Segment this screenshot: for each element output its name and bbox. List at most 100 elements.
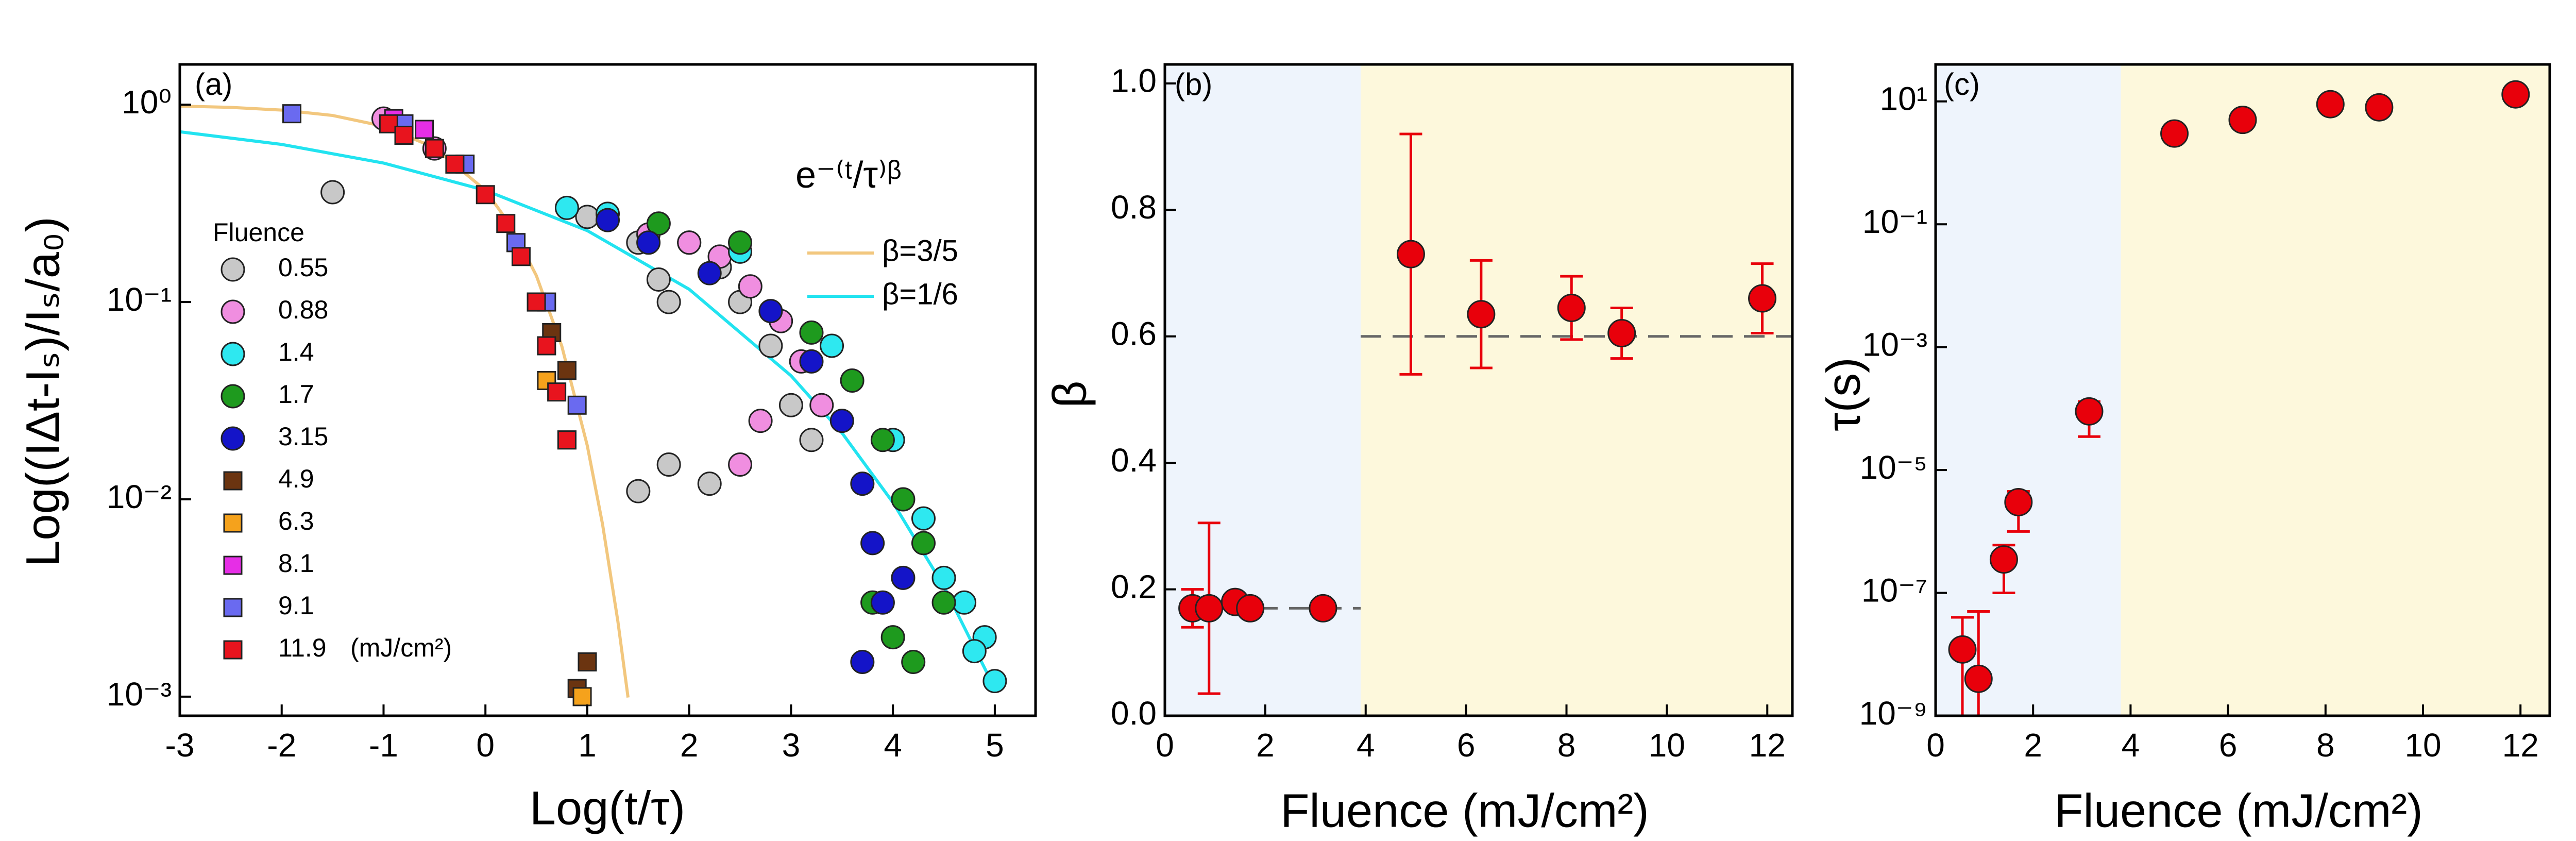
point: [758, 299, 783, 324]
x-tick-label: 0: [1926, 727, 1945, 764]
point: [282, 104, 302, 124]
x-tick-label: 10: [1649, 727, 1685, 764]
frame: [1163, 63, 1794, 717]
x-tick-label: 0: [1156, 727, 1174, 764]
point: [415, 120, 434, 139]
y-tick-label: 0.8: [1111, 189, 1157, 226]
legend-marker: [221, 299, 245, 324]
y-tick-label: 0.6: [1111, 315, 1157, 352]
x-tick-label: 2: [2024, 727, 2042, 764]
x-tick-label: 12: [1749, 727, 1786, 764]
point: [636, 230, 661, 255]
y-tick-label: 10⁻⁹: [1859, 695, 1927, 732]
point: [2501, 80, 2530, 109]
plot-area: [180, 104, 1007, 707]
point: [557, 361, 577, 380]
legend-label: 1.7: [278, 380, 314, 409]
panel-label: (b): [1175, 67, 1212, 102]
frame: [1934, 63, 2551, 717]
point: [911, 531, 936, 556]
y-tick-label: 10⁻⁵: [1860, 449, 1928, 486]
x-axis-title: Log(t/τ): [530, 782, 685, 834]
legend-label: 0.55: [278, 253, 328, 282]
y-tick-label: 10¹: [1880, 80, 1928, 117]
x-tick-label: 4: [1357, 727, 1375, 764]
point: [578, 652, 597, 671]
point: [626, 479, 651, 503]
point: [891, 487, 916, 512]
x-tick-label: 10: [2404, 727, 2441, 764]
region: [2121, 64, 2550, 716]
y-tick-label: 10⁻²: [107, 478, 172, 515]
x-tick-label: 8: [1557, 727, 1576, 764]
point: [547, 382, 567, 402]
x-tick-label: 6: [1457, 727, 1476, 764]
legend-unit: (mJ/cm²): [350, 633, 452, 662]
frame: [178, 63, 1037, 717]
point: [1989, 545, 2018, 574]
point: [880, 625, 905, 650]
point: [901, 649, 926, 674]
legend-label: 9.1: [278, 591, 314, 620]
point: [1396, 240, 1425, 268]
y-tick-label: 0.0: [1111, 695, 1157, 732]
point: [962, 639, 987, 664]
point: [758, 333, 783, 358]
point: [2228, 106, 2257, 134]
legend-label: β=1/6: [882, 277, 958, 311]
panel-label: (a): [195, 67, 232, 102]
point: [511, 247, 531, 266]
point: [697, 261, 722, 285]
x-tick-label: 12: [2502, 727, 2539, 764]
y-tick-label: 0.4: [1111, 442, 1157, 479]
x-tick-label: -1: [369, 727, 398, 764]
x-tick-label: -2: [267, 727, 296, 764]
region: [1361, 64, 1792, 716]
point: [425, 139, 444, 158]
legend-label: β=3/5: [882, 234, 958, 267]
y-axis-title: β: [1043, 381, 1096, 408]
point: [677, 230, 702, 255]
point: [891, 565, 916, 590]
point: [567, 395, 587, 415]
point: [850, 649, 875, 674]
point: [557, 430, 577, 450]
legend-marker: [221, 384, 245, 409]
point: [799, 349, 824, 374]
point: [2160, 119, 2189, 148]
legend-marker: [223, 513, 243, 533]
x-tick-label: 2: [1256, 727, 1275, 764]
point: [931, 565, 956, 590]
point: [778, 393, 803, 417]
point: [952, 590, 977, 615]
y-tick-label: 0.2: [1111, 568, 1157, 605]
x-axis-title: Fluence (mJ/cm²): [2054, 784, 2423, 837]
legend-label: 1.4: [278, 338, 314, 366]
x-tick-label: 4: [884, 727, 902, 764]
point: [2075, 397, 2104, 426]
point: [911, 506, 936, 531]
point: [527, 292, 546, 312]
legend-label: 11.9: [278, 633, 327, 662]
x-axis-title: Fluence (mJ/cm²): [1280, 784, 1649, 837]
y-tick-label: 10⁻¹: [1862, 203, 1927, 240]
point: [2365, 93, 2394, 122]
legend-label: 8.1: [278, 549, 314, 578]
fit-line: [180, 130, 996, 689]
x-tick-label: 5: [986, 727, 1004, 764]
point: [2316, 90, 2345, 119]
legend-marker: [221, 257, 245, 282]
point: [840, 368, 865, 393]
fit-line: [180, 104, 630, 698]
point: [850, 472, 875, 496]
x-tick-label: -3: [165, 727, 195, 764]
point: [820, 333, 844, 358]
point: [799, 428, 824, 452]
point: [1309, 594, 1337, 623]
point: [575, 205, 600, 229]
point: [1607, 319, 1636, 348]
point: [870, 590, 895, 615]
point: [1948, 635, 1977, 664]
y-tick-label: 10⁻¹: [107, 281, 172, 318]
